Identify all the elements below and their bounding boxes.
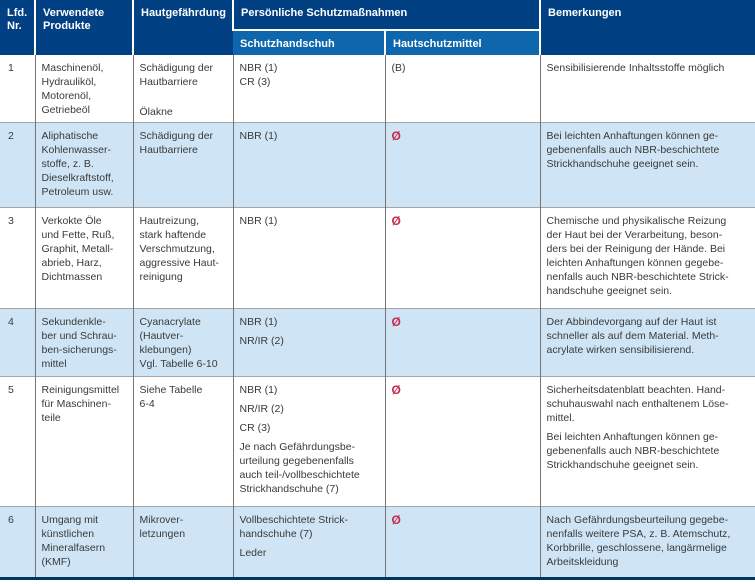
cell-schutzhandschuh: NBR (1) CR (3) xyxy=(232,55,385,122)
col-header-lfd-nr: Lfd. Nr. xyxy=(0,0,35,55)
table-row: 2 Aliphatische Kohlenwasser- stoffe, z. … xyxy=(0,121,755,207)
cell-schutzhandschuh: NBR (1) xyxy=(232,206,385,308)
cell-produkte: Sekundenkle- ber und Schrau- ben-sicheru… xyxy=(34,307,133,376)
cell-hautschutzmittel: Ø xyxy=(384,375,541,506)
table-body: 1 Maschinenöl, Hydrauliköl, Motorenöl, G… xyxy=(0,55,755,578)
not-applicable-icon: Ø xyxy=(391,314,401,329)
cell-nr: 1 xyxy=(0,55,35,122)
table-row: 4 Sekundenkle- ber und Schrau- ben-siche… xyxy=(0,307,755,376)
cell-bemerkungen: Chemische und physikalische Reizung der … xyxy=(539,206,755,308)
cell-nr: 6 xyxy=(0,505,35,578)
cell-hautgefaehrdung: Cyanacrylate (Hautver- klebungen) Vgl. T… xyxy=(132,307,233,376)
cell-hautgefaehrdung: Siehe Tabelle 6-4 xyxy=(132,375,233,506)
not-applicable-icon: Ø xyxy=(391,512,401,527)
cell-hautschutzmittel: (B) xyxy=(384,55,541,122)
cell-bemerkungen: Bei leichten Anhaftungen können ge- gebe… xyxy=(539,121,755,207)
col-header-verwendete-produkte: Verwendete Produkte xyxy=(34,0,133,55)
cell-bemerkungen: Nach Gefährdungsbeurteilung gegebe- nenf… xyxy=(539,505,755,578)
col-header-hautschutzmittel: Hautschutzmittel xyxy=(383,29,541,55)
col-header-bemerkungen: Bemerkungen xyxy=(539,0,755,55)
table-row: 6 Umgang mit künstlichen Mineralfasern (… xyxy=(0,505,755,578)
cell-produkte: Reinigungsmittel für Maschinen- teile xyxy=(34,375,133,506)
cell-bemerkungen: Der Abbindevorgang auf der Haut ist schn… xyxy=(539,307,755,376)
cell-hautgefaehrdung: Mikrover- letzungen xyxy=(132,505,233,578)
table-row: 1 Maschinenöl, Hydrauliköl, Motorenöl, G… xyxy=(0,55,755,122)
col-header-persoenliche-schutzmassnahmen: Persönliche Schutzmaßnahmen xyxy=(231,0,541,30)
cell-nr: 4 xyxy=(0,307,35,376)
table-row: 5 Reinigungsmittel für Maschinen- teile … xyxy=(0,375,755,506)
cell-produkte: Aliphatische Kohlenwasser- stoffe, z. B.… xyxy=(34,121,133,207)
cell-schutzhandschuh: NBR (1) NR/IR (2) xyxy=(232,307,385,376)
cell-schutzhandschuh: NBR (1) xyxy=(232,121,385,207)
cell-hautschutzmittel: Ø xyxy=(384,121,541,207)
cell-hautgefaehrdung: Schädigung der Hautbarriere Ölakne xyxy=(132,55,233,122)
cell-bemerkungen: Sensibilisierende Inhaltsstoffe möglich xyxy=(539,55,755,122)
cell-schutzhandschuh: Vollbeschichtete Strick- handschuhe (7) L… xyxy=(232,505,385,578)
cell-nr: 5 xyxy=(0,375,35,506)
cell-hautschutzmittel: Ø xyxy=(384,206,541,308)
cell-hautgefaehrdung: Schädigung der Hautbarriere xyxy=(132,121,233,207)
cell-nr: 2 xyxy=(0,121,35,207)
cell-produkte: Verkokte Öle und Fette, Ruß, Graphit, Me… xyxy=(34,206,133,308)
cell-hautgefaehrdung: Hautreizung, stark haftende Verschmutzun… xyxy=(132,206,233,308)
table-row: 3 Verkokte Öle und Fette, Ruß, Graphit, … xyxy=(0,206,755,308)
col-header-schutzhandschuh: Schutzhandschuh xyxy=(233,29,385,55)
cell-hautschutzmittel: Ø xyxy=(384,307,541,376)
cell-schutzhandschuh: NBR (1) NR/IR (2) CR (3) Je nach Gefährdung… xyxy=(232,375,385,506)
not-applicable-icon: Ø xyxy=(391,213,401,228)
not-applicable-icon: Ø xyxy=(391,128,401,143)
cell-nr: 3 xyxy=(0,206,35,308)
col-header-hautgefaehrdung: Hautgefährdung xyxy=(132,0,233,55)
cell-produkte: Umgang mit künstlichen Mineralfasern (KM… xyxy=(34,505,133,578)
not-applicable-icon: Ø xyxy=(391,382,401,397)
cell-bemerkungen: Sicherheitsdatenblatt beachten. Hand- sc… xyxy=(539,375,755,506)
table-header: Lfd. Nr. Verwendete Produkte Hautgefährd… xyxy=(0,0,755,55)
cell-hautschutzmittel: Ø xyxy=(384,505,541,578)
cell-produkte: Maschinenöl, Hydrauliköl, Motorenöl, Get… xyxy=(34,55,133,122)
